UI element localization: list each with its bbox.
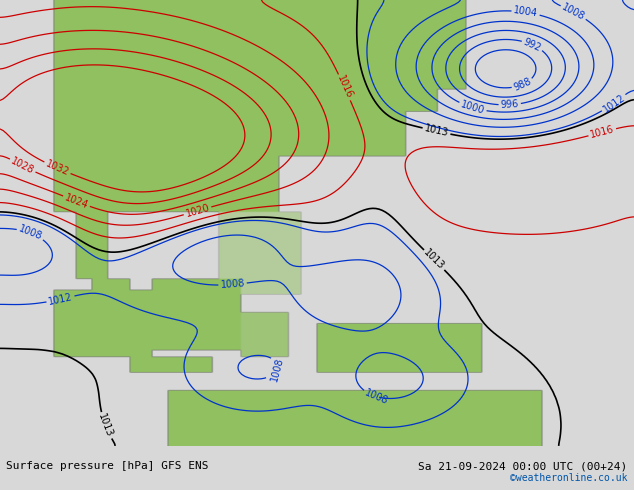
Text: 1028: 1028 xyxy=(10,156,36,176)
Text: Surface pressure [hPa] GFS ENS: Surface pressure [hPa] GFS ENS xyxy=(6,462,209,471)
Text: 988: 988 xyxy=(512,76,533,93)
Text: 1008: 1008 xyxy=(220,279,245,291)
Text: 992: 992 xyxy=(522,36,543,53)
Text: 1012: 1012 xyxy=(601,92,627,114)
Text: ©weatheronline.co.uk: ©weatheronline.co.uk xyxy=(510,473,628,483)
Text: 1020: 1020 xyxy=(184,203,210,219)
Text: 1000: 1000 xyxy=(460,99,486,116)
Text: 1013: 1013 xyxy=(424,123,450,139)
Text: Sa 21-09-2024 00:00 UTC (00+24): Sa 21-09-2024 00:00 UTC (00+24) xyxy=(418,462,628,471)
Text: 1012: 1012 xyxy=(48,292,74,307)
Text: 1008: 1008 xyxy=(560,2,586,22)
Text: 1008: 1008 xyxy=(269,356,285,383)
Text: 1032: 1032 xyxy=(44,159,70,177)
Text: 1016: 1016 xyxy=(335,74,354,100)
Text: 1016: 1016 xyxy=(589,124,616,140)
Text: 1008: 1008 xyxy=(363,387,390,406)
Text: 996: 996 xyxy=(500,99,519,110)
Text: 1004: 1004 xyxy=(513,5,538,19)
Text: 1024: 1024 xyxy=(63,192,90,210)
Text: 1013: 1013 xyxy=(96,413,115,439)
Text: 1008: 1008 xyxy=(17,224,44,242)
Text: 1013: 1013 xyxy=(422,248,446,272)
